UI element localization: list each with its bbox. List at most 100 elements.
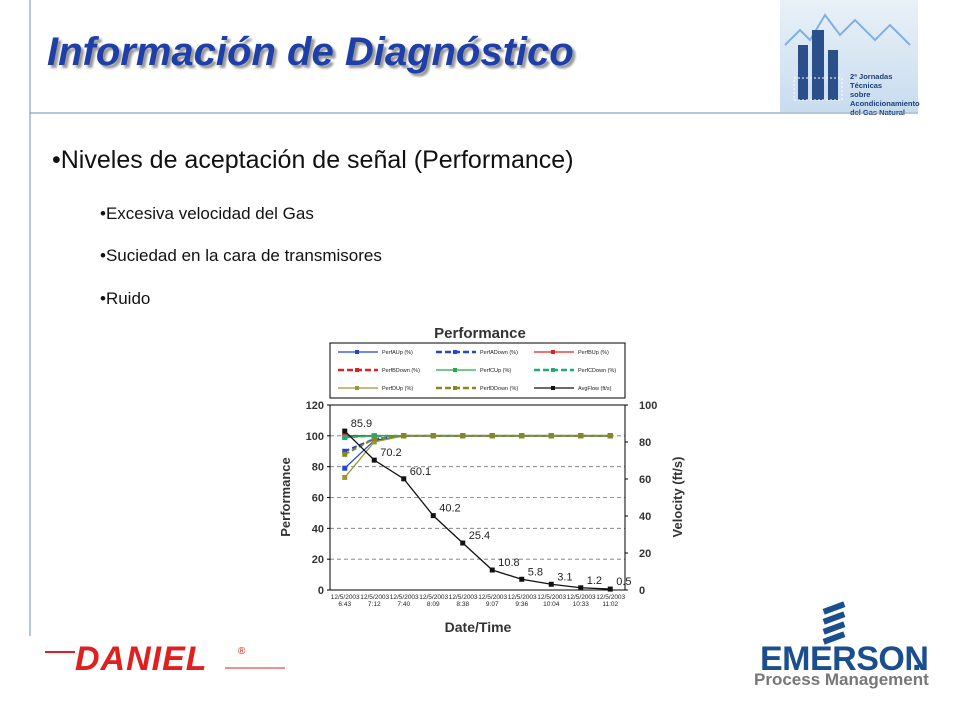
data-label: 10.8 — [498, 557, 519, 569]
data-point — [607, 433, 613, 439]
registered-mark: ® — [238, 646, 246, 657]
data-point — [371, 457, 377, 463]
data-point — [371, 436, 377, 442]
data-point — [578, 585, 584, 591]
y-tick-label: 0 — [318, 585, 324, 597]
x-tick-label: 12/5/2003 9:36 — [507, 594, 537, 608]
x-tick-label: 12/5/2003 6:43 — [330, 594, 360, 608]
legend-label: AvgFlow (ft/s) — [578, 386, 612, 392]
data-point — [401, 433, 407, 439]
legend-label: PerfADown (%) — [480, 350, 518, 356]
data-point — [342, 434, 348, 440]
x-tick-label: 12/5/2003 7:40 — [389, 594, 419, 608]
x-tick-label: 12/5/2003 7:12 — [360, 594, 390, 608]
data-point — [607, 586, 613, 592]
legend-label: PerfCUp (%) — [480, 368, 511, 374]
x-tick-label: 12/5/2003 11:02 — [596, 594, 626, 608]
data-point — [342, 428, 348, 434]
data-point — [519, 433, 525, 439]
data-point — [489, 567, 495, 573]
y-tick-label: 80 — [312, 462, 324, 474]
legend-marker — [551, 368, 555, 372]
event-line: sobre Acondicionamiento — [850, 90, 920, 108]
legend-marker — [551, 386, 555, 390]
data-label: 25.4 — [469, 530, 490, 542]
legend-label: PerfAUp (%) — [382, 350, 413, 356]
x-tick-label: 12/5/2003 8:38 — [448, 594, 478, 608]
y-tick-label: 40 — [312, 523, 324, 535]
slide-title: Información de Diagnóstico — [47, 30, 574, 74]
legend-box — [329, 342, 626, 399]
data-point — [489, 433, 495, 439]
data-point — [342, 474, 348, 480]
data-point — [430, 433, 436, 439]
event-logo: 2ª Jornadas Técnicas sobre Acondicionami… — [780, 0, 920, 117]
data-point — [342, 465, 348, 471]
plot-frame — [329, 404, 626, 591]
data-point — [401, 476, 407, 482]
y-tick-label: 120 — [306, 400, 324, 412]
sub-bullet: •Suciedad en la cara de transmisores — [100, 246, 382, 265]
data-point — [342, 448, 348, 454]
series-line — [344, 430, 611, 590]
data-point — [460, 433, 466, 439]
sub-bullet: •Excesiva velocidad del Gas — [100, 204, 314, 223]
data-label: 70.2 — [380, 447, 401, 459]
data-point — [371, 439, 377, 445]
data-label: 3.1 — [557, 571, 572, 583]
daniel-logo: DANIEL — [75, 640, 208, 678]
y-axis-title: Performance — [278, 457, 293, 536]
y2-tick-label: 60 — [639, 474, 651, 486]
y-tick-label: 20 — [312, 554, 324, 566]
data-label: 5.8 — [528, 566, 543, 578]
series-line — [344, 434, 611, 456]
x-tick-label: 12/5/2003 10:04 — [537, 594, 567, 608]
data-point — [519, 576, 525, 582]
event-logo-art — [784, 13, 911, 101]
y2-axis-title: Velocity (ft/s) — [670, 457, 685, 538]
data-point — [371, 433, 377, 439]
y2-tick-label: 0 — [639, 585, 645, 597]
emerson-sub: Process Management — [754, 670, 929, 689]
legend-marker — [453, 350, 457, 354]
bullet: •Niveles de aceptación de señal (Perform… — [52, 146, 574, 174]
data-point — [460, 540, 466, 546]
x-axis-title: Date/Time — [445, 619, 512, 635]
legend-label: PerfBDown (%) — [382, 368, 420, 374]
x-tick-label: 12/5/2003 10:33 — [566, 594, 596, 608]
data-label: 40.2 — [439, 503, 460, 515]
legend-label: PerfDDown (%) — [480, 386, 518, 392]
emerson-logo: EMERSON — [760, 640, 929, 678]
emerson-dot: . — [912, 640, 922, 678]
data-label: 85.9 — [351, 418, 372, 430]
legend-marker — [355, 368, 359, 372]
y2-tick-label: 80 — [639, 437, 651, 449]
data-label: 60.1 — [410, 466, 431, 478]
legend-label: PerfBUp (%) — [578, 350, 609, 356]
data-label: 1.2 — [587, 575, 602, 587]
data-point — [342, 451, 348, 457]
y-tick-label: 60 — [312, 493, 324, 505]
sub-bullet: •Ruido — [100, 289, 151, 308]
legend-marker — [355, 386, 359, 390]
y2-tick-label: 100 — [639, 400, 657, 412]
legend-label: PerfCDown (%) — [578, 368, 616, 374]
legend-label: PerfDUp (%) — [382, 386, 413, 392]
data-point — [578, 433, 584, 439]
legend-marker — [355, 350, 359, 354]
y2-tick-label: 20 — [639, 548, 651, 560]
chart-title: Performance — [434, 325, 526, 342]
legend-marker — [453, 386, 457, 390]
x-tick-label: 12/5/2003 8:09 — [419, 594, 449, 608]
y-tick-label: 100 — [306, 431, 324, 443]
data-label: 0.5 — [616, 576, 631, 588]
y2-tick-label: 40 — [639, 511, 651, 523]
x-tick-label: 12/5/2003 9:07 — [478, 594, 508, 608]
data-point — [548, 581, 554, 587]
data-point — [548, 433, 554, 439]
legend-marker — [453, 368, 457, 372]
legend-marker — [551, 350, 555, 354]
